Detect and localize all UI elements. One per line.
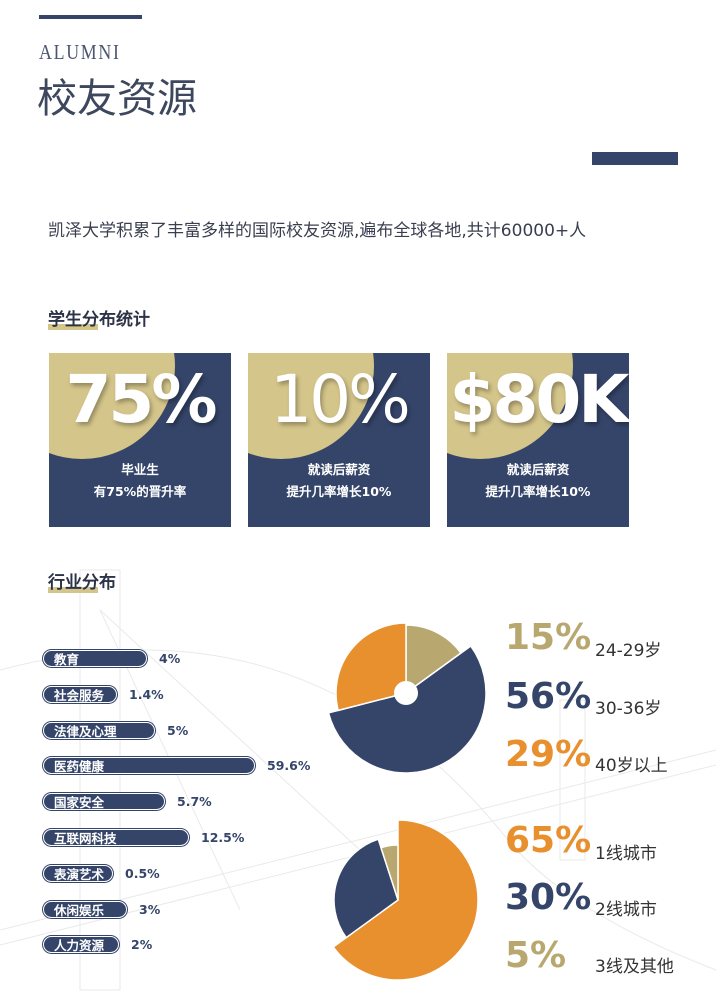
pie-charts [327,622,487,981]
pie-slice [405,624,463,695]
pie-center-hole [394,681,418,705]
pie1-pct: 15% [505,617,592,658]
industry-bar-value: 12.5% [201,830,245,845]
industry-heading: 行业分布 [48,568,116,593]
stat-value: $80K [449,361,629,438]
pie1-pct: 56% [505,676,592,717]
pie-slice [380,844,399,901]
pie-slice [327,644,487,774]
top-accent-bar [39,15,142,19]
industry-bar: 教育 [43,650,147,667]
pie2-label: 3线及其他 [595,957,674,977]
pie1-label: 40岁以上 [595,756,668,776]
intro-text: 凯泽大学积累了丰富多样的国际校友资源,遍布全球各地,共计60000+人 [48,221,587,241]
stat-value: 10% [270,361,411,438]
stats-heading: 学生分布统计 [48,305,150,330]
industry-bar-value: 5% [167,722,189,738]
industry-bar-value: 2% [131,937,153,953]
city-pie [332,819,479,981]
stat-line1: 就读后薪资 [307,462,371,477]
right-accent-bar [592,152,678,165]
stat-line1: 就读后薪资 [506,462,570,477]
pie-slice [333,838,399,939]
stat-line2: 提升几率增长10% [286,484,392,499]
industry-bar: 国家安全 [43,793,165,811]
pie2-pct: 65% [505,820,592,861]
pie2-label: 2线城市 [595,900,657,920]
pie2-label: 1线城市 [595,844,657,864]
industry-bar-value: 4% [159,651,181,666]
industry-bar-value: 59.6% [267,758,311,774]
pie1-label: 30-36岁 [595,699,662,719]
industry-heading-text: 行业分布 [48,573,116,593]
industry-bar-value: 3% [139,901,161,917]
stat-line2: 提升几率增长10% [485,484,591,499]
stats-heading-text: 学生分布统计 [48,310,150,330]
page-title: 校友资源 [37,76,197,122]
stat-card: 10% 就读后薪资提升几率增长10% [248,353,430,527]
stat-card: 75% 毕业生有75%的晋升率 [49,353,231,527]
industry-bar: 法律及心理 [43,721,155,739]
age-pie [327,622,487,774]
pie1-label: 24-29岁 [595,641,662,661]
stat-card: $80K 就读后薪资提升几率增长10% [447,353,629,527]
stat-line2: 有75%的晋升率 [93,484,187,499]
industry-bar: 互联网科技 [43,829,189,846]
pie-slice [332,819,479,981]
stat-value: 75% [65,361,218,438]
pie1-pct: 29% [505,734,592,775]
industry-bar-value: 5.7% [177,794,212,810]
industry-bar: 休闲娱乐 [43,900,127,918]
industry-bar-value: 1.4% [129,686,164,702]
industry-bar: 人力资源 [43,936,119,954]
industry-bar: 表演艺术 [43,864,113,882]
pie-slice [335,622,407,712]
pie2-pct: 30% [505,877,592,918]
stat-line1: 毕业生 [121,462,159,477]
industry-bar-value: 0.5% [125,865,160,881]
eyebrow-label: ALUMNI [39,40,121,64]
pie2-pct: 5% [505,935,567,976]
industry-bar: 医药健康 [43,757,255,775]
industry-bar: 社会服务 [43,685,117,703]
